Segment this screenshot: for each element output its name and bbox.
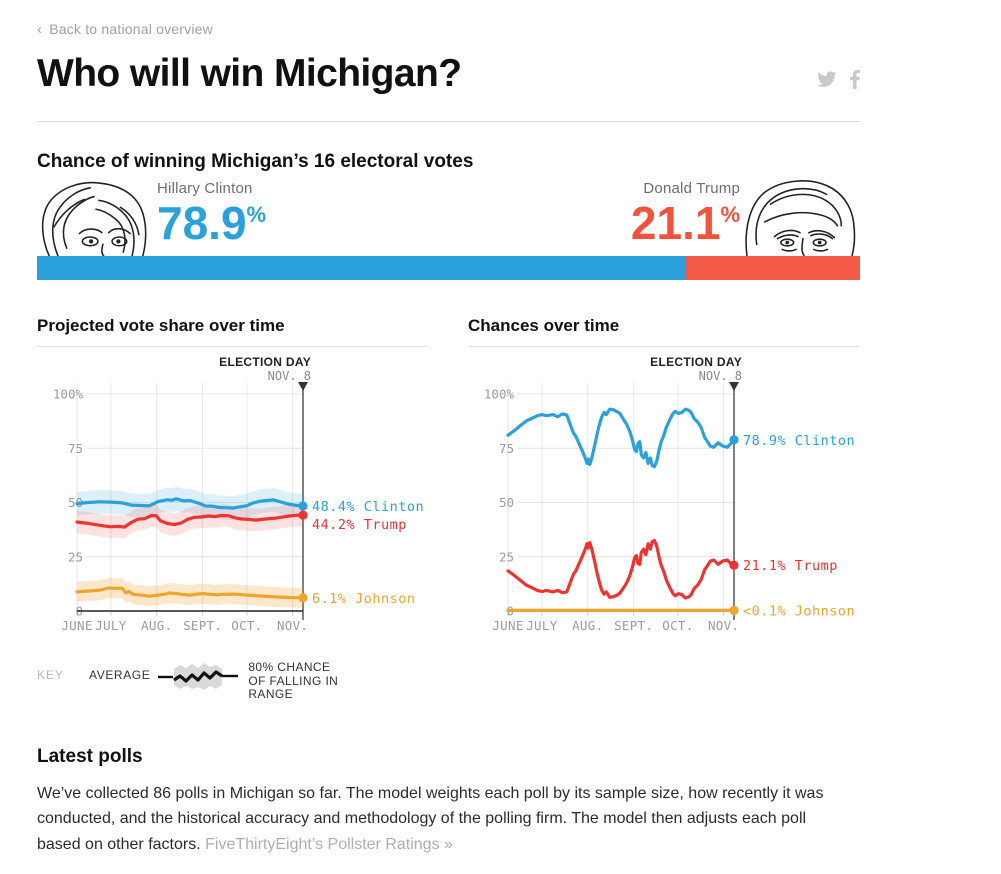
x-tick-label: JUNE bbox=[492, 618, 523, 633]
election-day-label: ELECTION DAY bbox=[650, 355, 742, 369]
chart-divider bbox=[37, 346, 427, 347]
end-label-johnson: <0.1% Johnson bbox=[743, 603, 855, 619]
page-title: Who will win Michigan? bbox=[37, 52, 462, 95]
end-dot-clinton bbox=[298, 501, 308, 511]
chart-divider bbox=[468, 346, 860, 347]
y-tick-label: 25 bbox=[68, 549, 83, 564]
key-average-label: AVERAGE bbox=[89, 668, 151, 682]
end-label-trump: 21.1% Trump bbox=[743, 558, 838, 574]
series-line-trump bbox=[75, 513, 305, 529]
vote-share-chart-title: Projected vote share over time bbox=[37, 316, 285, 335]
x-tick-label: JULY bbox=[526, 618, 557, 633]
back-to-national-overview-link[interactable]: ‹ Back to national overview bbox=[37, 21, 213, 38]
charts-row: Projected vote share over time 100% 75 50 2… bbox=[37, 316, 897, 702]
series-line-clinton bbox=[75, 497, 305, 510]
end-label-johnson: 6.1% Johnson bbox=[312, 591, 416, 607]
chances-chart-section: Chances over time 100% 75 50 25 0 JUNE JULY AUG… bbox=[468, 316, 862, 702]
clinton-name: Hillary Clinton bbox=[157, 180, 253, 197]
election-day-marker-icon bbox=[298, 382, 308, 391]
band-clinton bbox=[77, 486, 303, 521]
election-day-date: NOV. 8 bbox=[699, 369, 742, 383]
x-tick-label: JUNE bbox=[61, 618, 92, 633]
series-line-trump bbox=[506, 538, 736, 600]
trump-name: Donald Trump bbox=[643, 180, 740, 197]
x-tick-label: NOV. bbox=[277, 618, 308, 633]
clinton-bar-segment bbox=[37, 256, 687, 280]
social-share bbox=[816, 70, 860, 89]
y-tick-label: 75 bbox=[68, 441, 83, 456]
percent-sign: % bbox=[720, 202, 740, 227]
pollster-ratings-link[interactable]: FiveThirtyEight’s Pollster Ratings » bbox=[205, 835, 453, 853]
twitter-icon[interactable] bbox=[816, 70, 837, 89]
latest-polls-section: Latest polls We’ve collected 86 polls in… bbox=[37, 746, 897, 858]
x-tick-label: AUG. bbox=[572, 618, 603, 633]
key-average-range-glyph bbox=[158, 663, 239, 690]
facebook-icon[interactable] bbox=[850, 70, 860, 89]
key-label: KEY bbox=[37, 668, 65, 682]
back-link-label: Back to national overview bbox=[49, 21, 213, 37]
x-tick-label: JULY bbox=[95, 618, 126, 633]
x-tick-label: OCT. bbox=[662, 618, 693, 633]
x-tick-label: NOV. bbox=[708, 618, 739, 633]
end-dot-trump bbox=[298, 510, 308, 520]
latest-polls-heading: Latest polls bbox=[37, 745, 143, 767]
trump-summary: Donald Trump 21.1% bbox=[631, 180, 740, 246]
candidates-row: Hillary Clinton 78.9% Donald Trump 21.1% bbox=[37, 176, 860, 256]
end-dot-johnson bbox=[729, 605, 739, 615]
percent-sign: % bbox=[246, 202, 267, 227]
clinton-chance-value: 78.9% bbox=[157, 197, 267, 249]
chance-of-winning-section: Chance of winning Michigan’s 16 electora… bbox=[37, 151, 897, 280]
end-dot-johnson bbox=[298, 593, 308, 603]
win-probability-bar bbox=[37, 256, 860, 280]
latest-polls-body: We’ve collected 86 polls in Michigan so … bbox=[37, 784, 824, 853]
end-label-trump: 44.2% Trump bbox=[312, 517, 407, 533]
series-line-clinton bbox=[506, 407, 736, 469]
y-tick-label: 75 bbox=[499, 441, 514, 456]
end-label-clinton: 48.4% Clinton bbox=[312, 499, 424, 515]
election-day-marker-icon bbox=[729, 382, 739, 391]
end-dot-clinton bbox=[729, 435, 739, 445]
band-trump bbox=[77, 503, 303, 539]
chart-key: KEY AVERAGE 80% CHANCE OF FALLING IN RAN… bbox=[37, 659, 460, 702]
clinton-summary: Hillary Clinton 78.9% bbox=[157, 180, 266, 246]
chance-heading: Chance of winning Michigan’s 16 electora… bbox=[37, 151, 474, 172]
x-tick-label: SEPT. bbox=[183, 618, 222, 633]
x-tick-label: AUG. bbox=[141, 618, 172, 633]
title-row: Who will win Michigan? bbox=[37, 52, 897, 96]
x-tick-label: OCT. bbox=[231, 618, 262, 633]
chevron-left-icon: ‹ bbox=[37, 21, 43, 38]
series-line-johnson bbox=[75, 586, 305, 600]
band-johnson bbox=[77, 578, 303, 608]
election-day-date: NOV. 8 bbox=[268, 369, 311, 383]
end-dot-trump bbox=[729, 560, 739, 570]
header-divider bbox=[37, 121, 860, 122]
y-tick-label: 50 bbox=[68, 495, 83, 510]
election-day-label: ELECTION DAY bbox=[219, 355, 311, 369]
clinton-portrait bbox=[41, 181, 147, 256]
y-tick-label: 50 bbox=[499, 495, 514, 510]
y-tick-label: 100% bbox=[53, 387, 84, 402]
key-range-label: 80% CHANCE OF FALLING IN RANGE bbox=[248, 660, 339, 701]
end-label-clinton: 78.9% Clinton bbox=[743, 433, 855, 449]
x-tick-label: SEPT. bbox=[614, 618, 653, 633]
y-tick-label: 25 bbox=[499, 549, 514, 564]
trump-portrait bbox=[745, 180, 856, 256]
trump-bar-segment bbox=[686, 256, 860, 280]
chances-chart-title: Chances over time bbox=[468, 316, 620, 335]
y-tick-label: 100% bbox=[484, 387, 515, 402]
trump-chance-value: 21.1% bbox=[630, 197, 740, 249]
vote-share-chart-section: Projected vote share over time 100% 75 50 2… bbox=[37, 316, 460, 702]
